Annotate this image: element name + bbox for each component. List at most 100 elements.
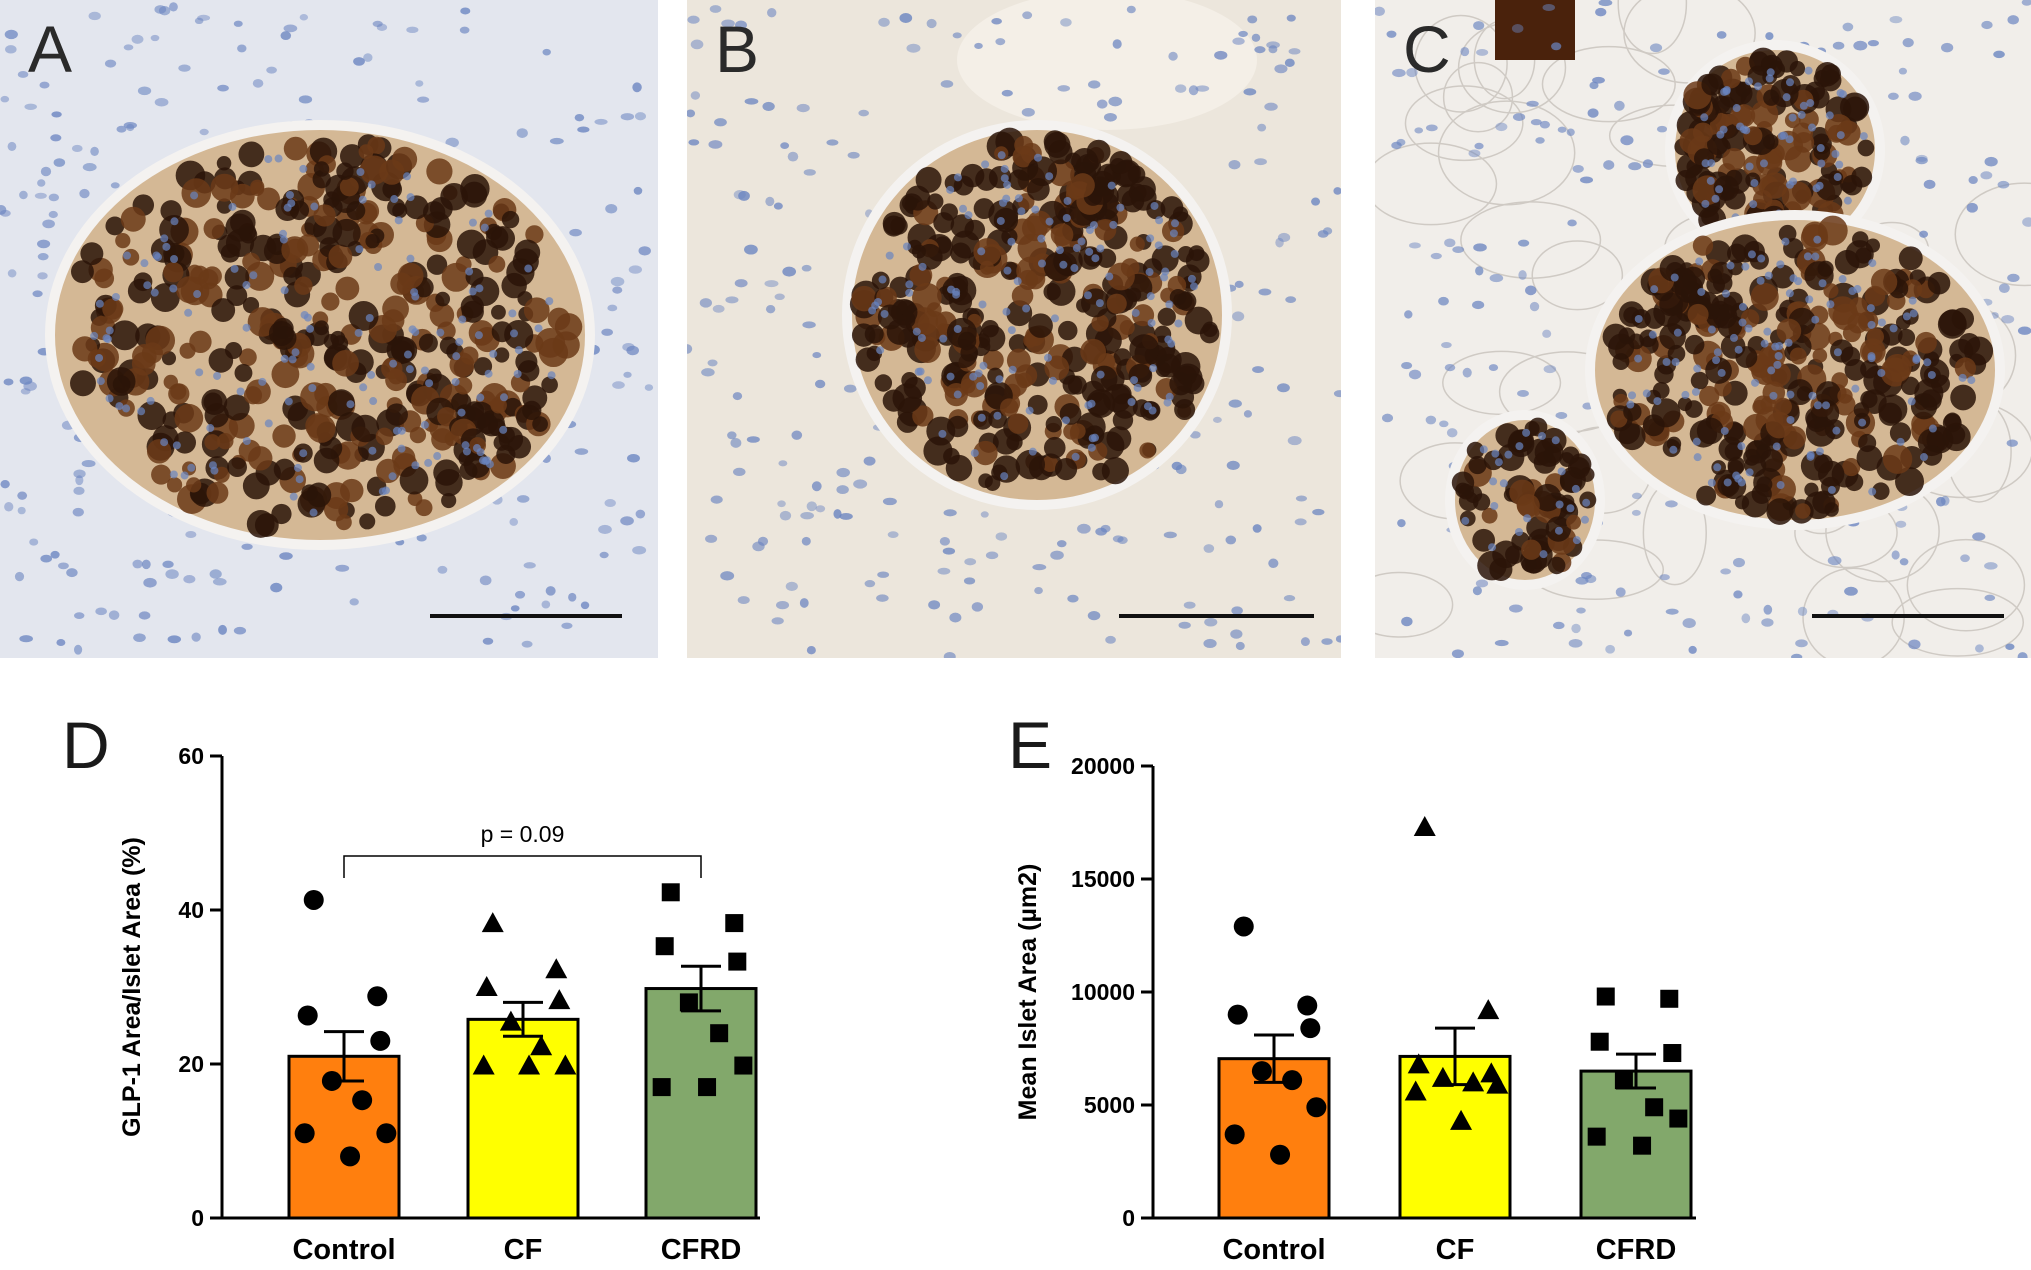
data-point-control [1300,1018,1321,1039]
data-point-cfrd [728,952,747,971]
data-point-cf [1407,1053,1430,1074]
data-point-cfrd [1669,1109,1688,1128]
micrograph-b-image [687,0,1341,658]
data-point-control [367,986,388,1007]
y-tick-label: 15000 [1071,866,1135,892]
y-tick-label: 20000 [1071,753,1135,779]
islet-3 [1445,410,1605,590]
data-point-control [370,1030,391,1051]
y-tick-label: 0 [191,1205,204,1231]
data-point-control [321,1070,342,1091]
data-point-cfrd [1596,987,1615,1006]
panel-letter-e: E [1008,708,1053,782]
x-tick-label-cf: CF [504,1234,543,1266]
data-point-control [294,1123,315,1144]
data-point-control [1297,995,1318,1016]
data-point-control [340,1146,361,1167]
bar-cf [466,1017,580,1220]
scale-bar [430,614,622,618]
data-point-cf [1480,1062,1503,1083]
data-point-cf [1462,1071,1485,1092]
y-tick-label: 20 [178,1051,204,1077]
data-point-control [376,1123,397,1144]
p-value-annotation: p = 0.09 [481,821,565,847]
data-point-control [303,889,324,910]
data-point-cfrd [1590,1032,1609,1051]
stain-fragment [1495,0,1575,60]
chart-e-plot: 0 5000 10000 15000 20000 Mean Islet Area (µm2… [1014,753,1696,1266]
data-point-cfrd [1633,1136,1652,1155]
y-tick-label: 40 [178,897,204,923]
data-point-cf [1486,1073,1509,1094]
panel-letter-c: C [1403,12,1451,86]
data-point-control [1251,1061,1272,1082]
data-point-control [1270,1144,1291,1165]
y-tick-label: 60 [178,743,204,769]
data-point-control [352,1090,373,1111]
data-point-cf [554,1054,577,1075]
bar-cf [1398,1054,1512,1220]
data-point-control [1227,1004,1248,1025]
data-point-cf [1477,999,1500,1020]
chart-d: 0 20 40 60 GLP-1 Area/Islet Area (%) Control C… [118,743,760,1266]
micrograph-panel-b: B [687,0,1341,658]
data-point-cf [1404,1080,1427,1101]
data-point-cfrd [734,1056,753,1075]
y-axis-label: GLP-1 Area/Islet Area (%) [118,837,146,1137]
islet-1 [45,120,595,550]
data-point-cf [548,989,571,1010]
data-point-cf [499,1010,522,1031]
scale-bar [1812,614,2004,618]
data-point-cf [545,958,568,979]
panel-letter-d: D [62,708,110,782]
micrograph-panel-c: C [1375,0,2031,658]
y-tick-label: 5000 [1084,1092,1135,1118]
data-point-cfrd [1587,1127,1606,1146]
data-point-control [1224,1124,1245,1145]
data-point-cfrd [1614,1071,1633,1090]
data-point-cf [1413,816,1436,837]
bar-cfrd [1579,1069,1693,1220]
data-point-cfrd [725,914,744,933]
data-point-cf [481,912,504,933]
bar-cfrd [644,987,758,1220]
micrograph-panel-a: A [0,0,658,658]
x-tick-label-cfrd: CFRD [661,1234,742,1266]
data-point-cf [530,1035,553,1056]
significance-bracket [343,855,702,878]
data-point-cfrd [655,937,674,956]
micrograph-a-image [0,0,658,658]
x-tick-label-control: Control [292,1234,395,1266]
data-point-cfrd [1660,989,1679,1008]
data-point-cf [472,1054,495,1075]
data-point-cfrd [1645,1098,1664,1117]
data-point-control [297,1005,318,1026]
data-point-cf [1450,1109,1473,1130]
y-tick-label: 10000 [1071,979,1135,1005]
panel-letter-b: B [715,12,760,86]
data-point-cfrd [652,1078,671,1097]
x-tick-label-control: Control [1222,1234,1325,1266]
x-tick-label-cf: CF [1436,1234,1475,1266]
data-point-cf [1431,1066,1454,1087]
data-point-cfrd [661,883,680,902]
scale-bar [1119,614,1314,618]
micrograph-c-image [1375,0,2031,658]
data-point-control [1282,1070,1303,1091]
chart-d-plot: 0 20 40 60 GLP-1 Area/Islet Area (%) Control C… [118,743,760,1266]
islet-2 [1585,210,2005,530]
data-point-cf [518,1054,541,1075]
y-tick-label: 0 [1122,1205,1135,1231]
data-point-cf [475,976,498,996]
data-point-cfrd [679,993,698,1012]
y-axis-label: Mean Islet Area (µm2) [1014,864,1042,1121]
panel-letter-a: A [28,12,73,86]
data-point-cfrd [698,1078,717,1097]
islet-1 [842,120,1232,510]
x-tick-label-cfrd: CFRD [1596,1234,1677,1266]
bar-control [1217,1057,1331,1220]
data-point-cfrd [710,1024,729,1043]
data-point-control [1233,916,1254,937]
data-point-cfrd [1663,1044,1682,1063]
data-point-control [1306,1097,1327,1118]
